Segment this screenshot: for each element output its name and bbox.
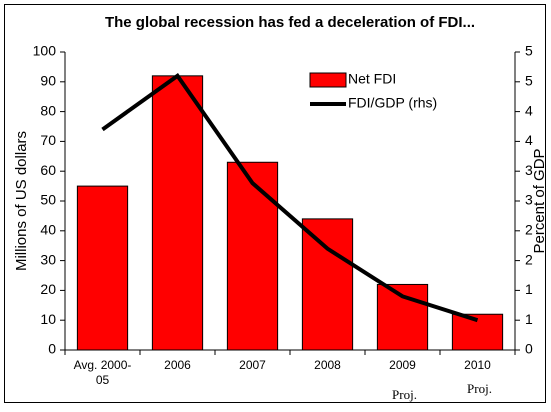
line [101,73,479,323]
legend-label: Net FDI [348,71,396,87]
x-tick-label-box: 2009 [389,358,416,372]
y-tick-label: 30 [40,251,56,267]
y-tick-label: 10 [40,311,56,327]
y2-tick-label: 1 [525,281,533,297]
chart-title: The global recession has fed a decelerat… [105,14,475,31]
bar [76,185,129,351]
y-axis-title: Millions of US dollars [13,131,30,271]
x-tick-label: 2006 [164,358,191,372]
y-tick-label: 90 [40,73,56,89]
y2-axis-title: Percent of GDP [531,148,548,253]
y2-tick-label: 5 [525,43,533,59]
y-tick-label: 50 [40,192,56,208]
x-tick-label: 2007 [239,358,266,372]
annotation: Proj. [392,387,417,402]
legend-swatch [309,72,347,88]
y-tick-label: 80 [40,102,56,118]
y-tick-label: 100 [33,43,57,59]
y2-tick-label: 3 [525,192,533,208]
x-tick-label-box: Avg. 2000-05 [73,358,132,387]
y-tick-label: 0 [48,341,56,357]
x-tick-label-box: 2006 [164,358,191,372]
y2-tick-label: 3 [525,162,533,178]
x-tick-label: 2010 [464,358,491,372]
x-tick-label-box: 2008 [314,358,341,372]
y2-tick-label: 5 [525,73,533,89]
y2-tick-label: 2 [525,222,533,238]
y2-tick-label: 0 [525,341,533,357]
x-tick-label: 2009 [389,358,416,372]
bar [151,75,204,351]
x-tick-label: 2008 [314,358,341,372]
annotation: Proj. [467,381,492,396]
x-tick-label-box: 2007 [239,358,266,372]
y2-tick-label: 2 [525,251,533,267]
y2-tick-label: 1 [525,311,533,327]
y-tick-label: 40 [40,222,56,238]
y-tick-label: 60 [40,162,56,178]
y2-tick-label: 4 [525,132,533,148]
bar [301,218,354,351]
bar [226,161,279,351]
y2-tick-label: 4 [525,102,533,118]
legend-label: FDI/GDP (rhs) [348,95,437,111]
y-tick-label: 70 [40,132,56,148]
x-tick-label: Avg. 2000-05 [73,358,132,387]
x-tick-label-box: 2010 [464,358,491,372]
y-tick-label: 20 [40,281,56,297]
